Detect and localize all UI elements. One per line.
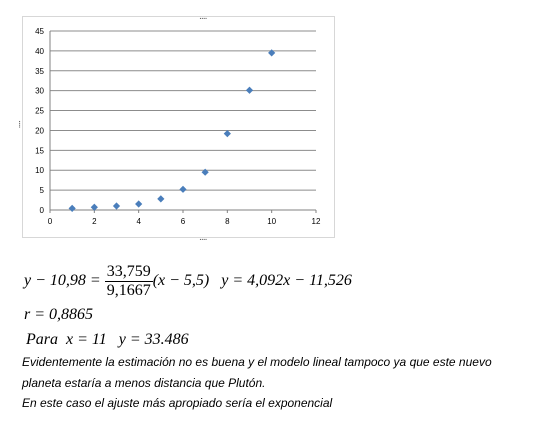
conclusion-line-2: planeta estaría a menos distancia que Pl… (22, 376, 266, 390)
y-tick-label: 10 (35, 166, 44, 175)
resize-handle-left[interactable]: .... (16, 120, 26, 128)
x-tick-label: 4 (136, 217, 141, 226)
y-tick-label: 15 (35, 146, 44, 155)
para-x: x = 11 (66, 331, 107, 348)
correlation-value: r = 0,8865 (24, 306, 94, 323)
data-point (245, 86, 254, 94)
data-point (268, 49, 276, 57)
conclusion-line-3: En este caso el ajuste más apropiado ser… (22, 396, 333, 410)
y-tick-label: 40 (35, 47, 44, 56)
x-tick-label: 6 (181, 217, 186, 226)
data-point (223, 130, 231, 138)
data-point (179, 185, 187, 193)
data-point (112, 202, 121, 210)
scatter-chart: 0 5 10 15 20 25 30 35 40 45 0 2 4 6 8 10 12 (35, 27, 321, 226)
y-tick-label: 25 (35, 107, 44, 116)
x-tick-label: 2 (92, 217, 97, 226)
data-point (90, 203, 98, 211)
fraction-denominator: 9,1667 (106, 282, 151, 299)
slope-fraction: 33,759 9,1667 (104, 263, 153, 300)
y-tick-label: 5 (40, 186, 45, 195)
prediction-line: Para x = 11 y = 33.486 (26, 331, 189, 349)
y-tick-label: 35 (35, 67, 44, 76)
regression-equation-line: y − 10,98 = 33,759 9,1667 (x − 5,5) y = 4,… (24, 263, 352, 300)
x-tick-label: 8 (225, 217, 230, 226)
chart-frame[interactable]: 0 5 10 15 20 25 30 35 40 45 0 2 4 6 8 10 12 (22, 16, 335, 238)
conclusion-line-1: Evidentemente la estimación no es buena … (22, 355, 492, 369)
equation-right: y = 4,092x − 11,526 (221, 272, 352, 290)
equation-left: y − 10,98 = (24, 272, 105, 290)
y-tick-label: 20 (35, 126, 44, 135)
x-tick-label: 10 (267, 217, 276, 226)
x-tick-label: 0 (48, 217, 53, 226)
data-point (157, 195, 165, 203)
data-point (201, 168, 209, 176)
resize-handle-top[interactable]: .... (199, 12, 208, 22)
para-y: y = 33.486 (118, 331, 189, 348)
para-label: Para (26, 331, 58, 348)
equation-mid: (x − 5,5) (152, 272, 210, 290)
data-point (68, 204, 76, 213)
x-tick-label: 12 (312, 217, 321, 226)
resize-handle-bottom[interactable]: .... (199, 233, 208, 243)
y-tick-label: 30 (35, 87, 44, 96)
y-tick-label: 45 (35, 27, 44, 36)
y-tick-label: 0 (40, 206, 45, 215)
data-point (135, 200, 143, 208)
fraction-numerator: 33,759 (104, 263, 153, 282)
